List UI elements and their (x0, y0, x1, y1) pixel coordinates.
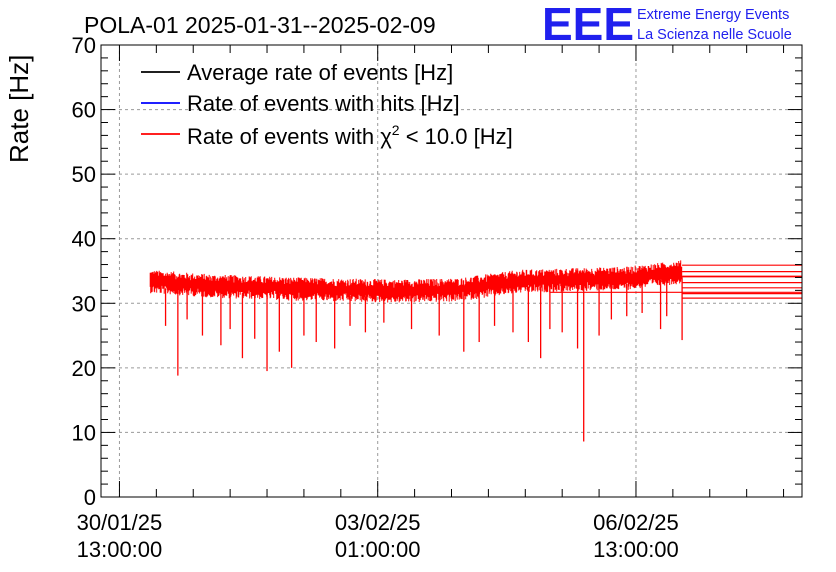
y-tick-label: 40 (72, 227, 96, 252)
y-tick-label: 10 (72, 420, 96, 445)
y-tick-label: 30 (72, 291, 96, 316)
eee-logo-mark: EEE (542, 0, 634, 50)
x-tick-label-date: 03/02/25 (335, 510, 421, 535)
x-tick-label-time: 13:00:00 (593, 537, 679, 562)
legend-label-chi2: Rate of events with χ2 < 10.0 [Hz] (187, 122, 513, 149)
x-tick-label-time: 13:00:00 (77, 537, 163, 562)
legend-chi2-suffix: < 10.0 [Hz] (400, 124, 513, 149)
y-tick-label: 60 (72, 98, 96, 123)
legend-label-hits: Rate of events with hits [Hz] (187, 91, 460, 116)
x-tick-label-date: 06/02/25 (593, 510, 679, 535)
y-axis-label: Rate [Hz] (4, 55, 34, 163)
y-tick-label: 20 (72, 356, 96, 381)
legend-label-average: Average rate of events [Hz] (187, 60, 453, 85)
y-tick-label: 0 (84, 485, 96, 510)
x-tick-label-date: 30/01/25 (77, 510, 163, 535)
y-tick-label: 70 (72, 33, 96, 58)
legend-chi-symbol: χ (380, 124, 392, 149)
legend-chi-superscript: 2 (392, 122, 400, 138)
axes: 01020304050607030/01/2513:00:0003/02/250… (72, 33, 803, 562)
series-chi2-line (149, 260, 802, 442)
chart-title: POLA-01 2025-01-31--2025-02-09 (84, 12, 436, 38)
logo-subtitle-2: La Scienza nelle Scuole (637, 27, 792, 43)
y-tick-label: 50 (72, 162, 96, 187)
eee-logo: EEE Extreme Energy Events La Scienza nel… (542, 0, 792, 50)
logo-subtitle-1: Extreme Energy Events (637, 7, 789, 23)
legend-chi2-prefix: Rate of events with (187, 124, 380, 149)
x-tick-label-time: 01:00:00 (335, 537, 421, 562)
legend: Average rate of events [Hz] Rate of even… (141, 60, 513, 149)
